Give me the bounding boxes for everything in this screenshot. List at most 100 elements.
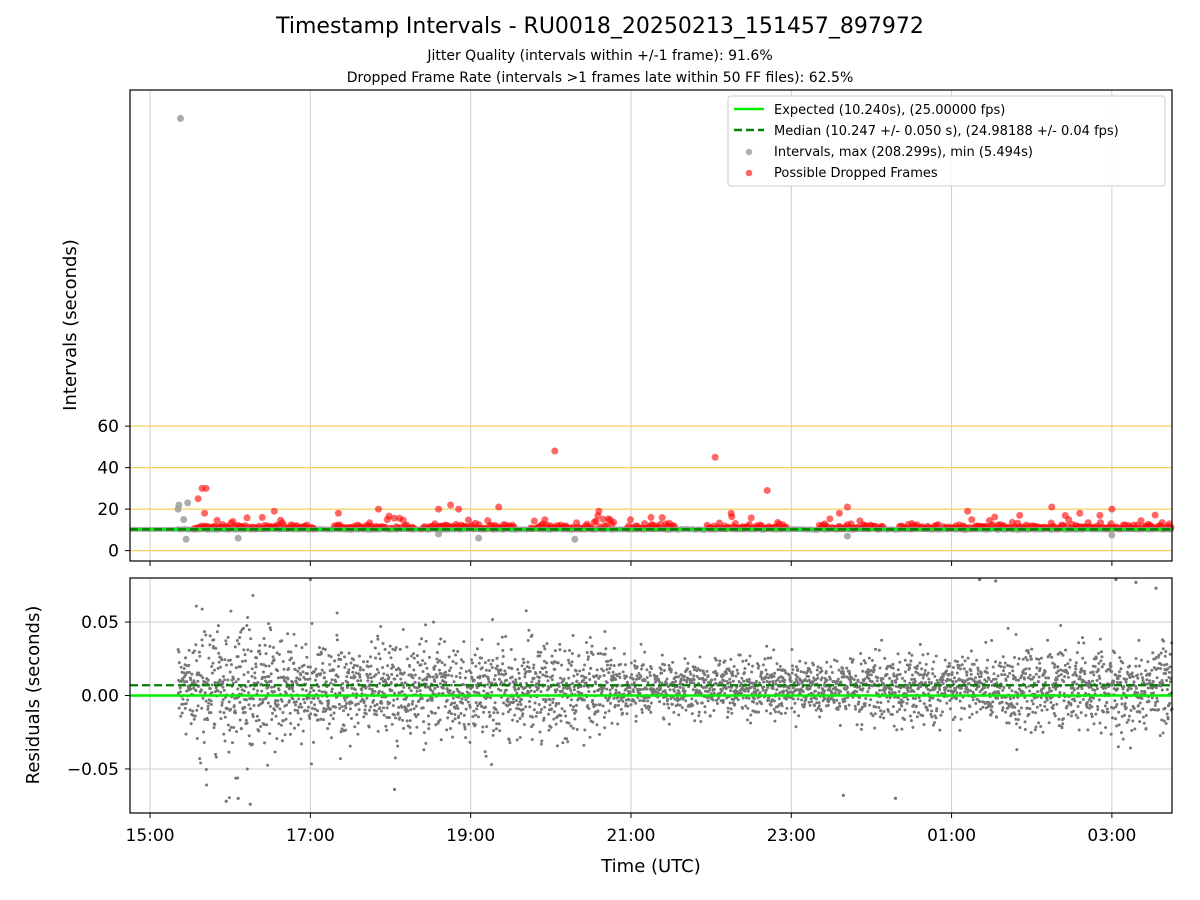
residual-point (772, 699, 776, 703)
residual-point (276, 703, 280, 707)
residual-point (547, 728, 551, 732)
residual-point (1008, 697, 1012, 701)
residual-point (274, 714, 278, 718)
residual-point (570, 651, 574, 655)
residual-point (247, 734, 251, 738)
residual-point (438, 682, 442, 686)
residual-point (1007, 721, 1011, 725)
residual-point (431, 675, 435, 679)
residual-point (220, 703, 224, 707)
residual-point (294, 700, 298, 704)
residual-point (462, 640, 466, 644)
residual-point (360, 688, 364, 692)
residual-point (749, 685, 753, 689)
residual-point (182, 666, 186, 670)
residual-point (496, 642, 500, 646)
residual-point (374, 673, 378, 677)
residual-point (345, 675, 349, 679)
residual-point (577, 653, 581, 657)
residual-point (477, 661, 481, 665)
residual-point (625, 674, 629, 678)
residual-point (812, 704, 816, 708)
residual-point (223, 678, 227, 682)
residual-point (435, 674, 439, 678)
residual-point (793, 701, 797, 705)
residual-point (316, 696, 320, 700)
residual-point (816, 665, 820, 669)
residual-point (878, 666, 882, 670)
residual-point (955, 691, 959, 695)
residual-point (935, 678, 939, 682)
residual-point (1044, 681, 1048, 685)
residual-point (513, 657, 517, 661)
residual-point (632, 690, 636, 694)
residual-point (832, 700, 836, 704)
residual-point (346, 681, 350, 685)
residual-point (1146, 660, 1150, 664)
residual-point (1090, 715, 1094, 719)
residual-point (218, 710, 222, 714)
residual-point (256, 681, 260, 685)
residual-point (396, 744, 400, 748)
residual-point (1024, 672, 1028, 676)
residual-point (1129, 687, 1133, 691)
residual-point (459, 711, 463, 715)
residual-point (454, 674, 458, 678)
residual-point (1113, 699, 1117, 703)
dropped-frame-highlight-point (711, 453, 719, 461)
residual-point (423, 661, 427, 665)
residual-point (334, 680, 338, 684)
residual-point (242, 673, 246, 677)
residual-point (783, 711, 787, 715)
residual-outlier-point (1134, 580, 1138, 585)
residual-point (307, 696, 311, 700)
dropped-frame-highlight-point (1048, 503, 1056, 511)
residual-point (346, 713, 350, 717)
residual-point (633, 659, 637, 663)
residual-point (743, 667, 747, 671)
residual-point (312, 740, 316, 744)
residual-point (970, 712, 974, 716)
residual-point (209, 699, 213, 703)
residual-point (794, 725, 798, 729)
residual-point (631, 677, 635, 681)
residual-point (1039, 724, 1043, 728)
residual-point (659, 667, 663, 671)
residual-point (1110, 670, 1114, 674)
residual-point (229, 707, 233, 711)
residual-point (325, 707, 329, 711)
residual-point (301, 687, 305, 691)
residual-point (523, 675, 527, 679)
residual-point (1064, 648, 1068, 652)
residual-point (896, 673, 900, 677)
residual-point (736, 671, 740, 675)
residual-point (493, 674, 497, 678)
residual-point (640, 667, 644, 671)
residual-point (231, 677, 235, 681)
residual-point (410, 702, 414, 706)
residual-point (213, 722, 217, 726)
residual-point (614, 691, 618, 695)
residual-point (703, 710, 707, 714)
residual-point (900, 727, 904, 731)
residual-point (291, 689, 295, 693)
residual-point (198, 654, 202, 658)
residual-point (591, 720, 595, 724)
residual-point (1086, 728, 1090, 732)
dropped-frame-highlight-point (551, 447, 559, 455)
residual-point (291, 681, 295, 685)
residual-point (474, 701, 478, 705)
residual-point (276, 699, 280, 703)
residual-point (1117, 670, 1121, 674)
residual-point (824, 670, 828, 674)
residual-point (214, 752, 218, 756)
residual-point (504, 688, 508, 692)
residual-point (947, 661, 951, 665)
residual-point (206, 718, 210, 722)
residual-point (867, 656, 871, 660)
residual-point (390, 689, 394, 693)
residual-point (1006, 675, 1010, 679)
residual-point (648, 673, 652, 677)
residual-point (216, 624, 220, 628)
residual-point (1037, 721, 1041, 725)
